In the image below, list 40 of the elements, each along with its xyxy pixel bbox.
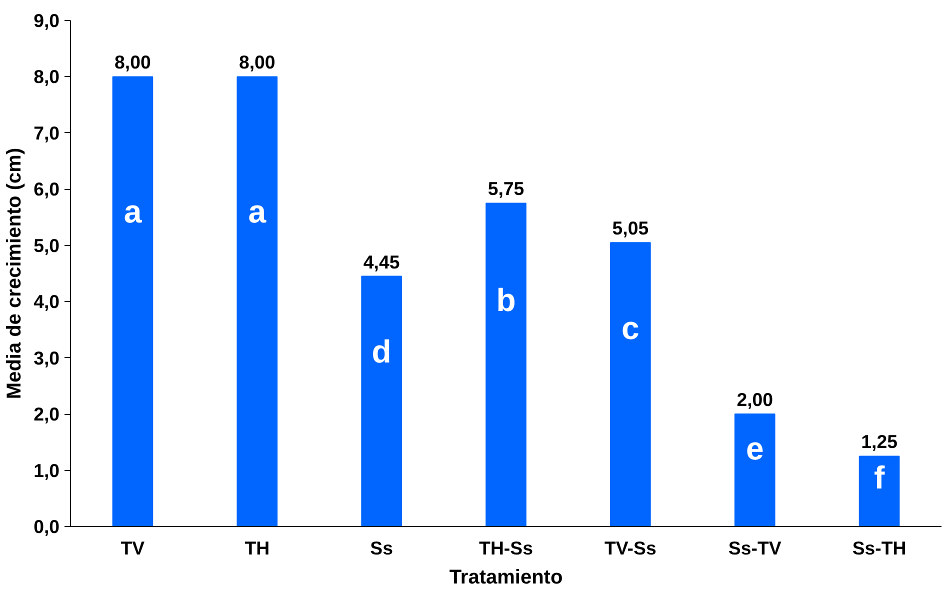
x-tick-label: Ss bbox=[370, 538, 393, 558]
y-tick-label: 2,0 bbox=[34, 404, 60, 425]
x-tick-label: TH-Ss bbox=[479, 538, 533, 558]
data-label: 8,00 bbox=[238, 52, 276, 73]
data-label: 5,75 bbox=[488, 178, 524, 200]
data-label: 8,00 bbox=[114, 52, 151, 73]
x-tick-label: Ss-TH bbox=[852, 538, 906, 558]
y-tick-label: 9,0 bbox=[34, 10, 60, 31]
data-label: 1,25 bbox=[861, 431, 898, 452]
bar bbox=[486, 202, 526, 526]
x-axis-title: Tratamiento bbox=[449, 566, 563, 588]
x-tick-label: TV-Ss bbox=[604, 538, 656, 558]
annotation: d bbox=[372, 333, 392, 370]
data-label: 2,00 bbox=[736, 389, 774, 410]
y-tick-label: 4,0 bbox=[34, 291, 60, 312]
bar bbox=[112, 76, 154, 526]
x-tick-label: Ss-TV bbox=[728, 538, 782, 558]
bar bbox=[236, 76, 278, 526]
data-label: 5,05 bbox=[612, 218, 649, 239]
y-tick-label: 5,0 bbox=[34, 234, 60, 256]
bar bbox=[361, 276, 402, 526]
bar bbox=[734, 414, 776, 526]
y-tick-label: 6,0 bbox=[34, 178, 60, 200]
annotation: b bbox=[496, 282, 516, 318]
data-label: 4,45 bbox=[363, 251, 400, 272]
x-tick-label: TH bbox=[244, 538, 270, 558]
y-tick-label: 0,0 bbox=[34, 516, 60, 537]
annotation: c bbox=[622, 310, 640, 346]
bar bbox=[858, 456, 900, 526]
y-tick-label: 1,0 bbox=[34, 460, 60, 481]
annotation: e bbox=[746, 430, 764, 466]
annotation: a bbox=[248, 194, 266, 230]
annotation: a bbox=[124, 194, 142, 230]
bar bbox=[610, 242, 651, 526]
x-tick-label: TV bbox=[120, 538, 146, 558]
y-tick-label: 8,0 bbox=[34, 66, 60, 88]
y-tick-label: 7,0 bbox=[34, 122, 60, 144]
annotation: f bbox=[874, 459, 885, 496]
y-tick-label: 3,0 bbox=[34, 347, 60, 368]
y-axis-title: Media de crecimiento (cm) bbox=[4, 148, 26, 400]
